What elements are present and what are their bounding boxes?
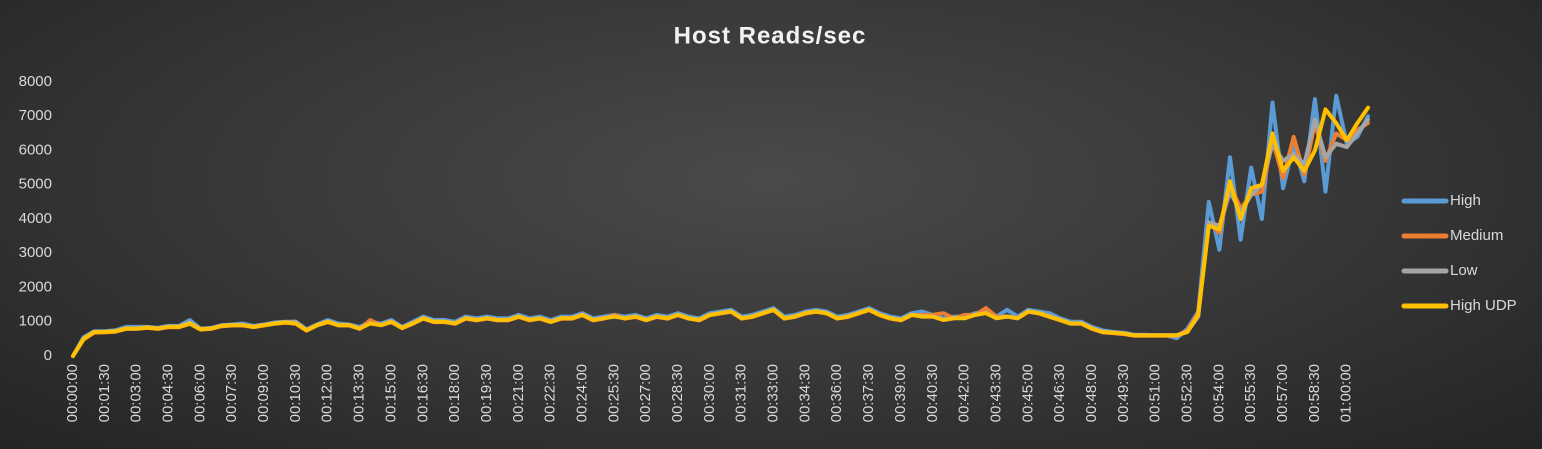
x-tick-label: 00:49:30 xyxy=(1115,364,1132,422)
x-tick-label: 00:28:30 xyxy=(669,364,686,422)
series-line xyxy=(71,121,1370,358)
x-tick-label: 00:48:00 xyxy=(1083,364,1100,422)
x-tick-label: 00:22:30 xyxy=(542,364,559,422)
y-tick-label: 8000 xyxy=(19,73,52,90)
x-tick-label: 00:15:00 xyxy=(382,364,399,422)
legend-item: High UDP xyxy=(1401,297,1517,314)
y-tick-label: 7000 xyxy=(19,107,52,124)
x-tick-label: 00:04:30 xyxy=(160,364,177,422)
legend-item: Medium xyxy=(1401,227,1503,244)
x-tick-label: 00:54:00 xyxy=(1210,364,1227,422)
x-tick-label: 00:39:00 xyxy=(892,364,909,422)
x-tick-label: 00:01:30 xyxy=(96,364,113,422)
x-tick-label: 00:43:30 xyxy=(987,364,1004,422)
y-tick-label: 5000 xyxy=(19,176,52,193)
x-tick-label: 00:00:00 xyxy=(64,364,81,422)
y-tick-label: 1000 xyxy=(19,313,52,330)
x-tick-label: 00:46:30 xyxy=(1051,364,1068,422)
y-tick-label: 3000 xyxy=(19,244,52,261)
legend-label: Low xyxy=(1450,262,1478,279)
x-tick-label: 00:34:30 xyxy=(796,364,813,422)
x-tick-label: 00:30:00 xyxy=(701,364,718,422)
series-line xyxy=(71,93,1370,358)
x-tick-label: 00:27:00 xyxy=(637,364,654,422)
x-tick-label: 00:07:30 xyxy=(223,364,240,422)
x-tick-label: 00:31:30 xyxy=(733,364,750,422)
series-line xyxy=(71,117,1370,358)
x-tick-label: 00:24:00 xyxy=(573,364,590,422)
x-tick-label: 00:19:30 xyxy=(478,364,495,422)
x-tick-label: 00:52:30 xyxy=(1179,364,1196,422)
x-tick-label: 00:33:00 xyxy=(765,364,782,422)
series-line xyxy=(71,105,1370,358)
x-tick-label: 00:57:00 xyxy=(1274,364,1291,422)
x-tick-label: 00:06:00 xyxy=(191,364,208,422)
x-tick-label: 00:40:30 xyxy=(924,364,941,422)
x-tick-label: 00:37:30 xyxy=(860,364,877,422)
x-tick-label: 00:51:00 xyxy=(1147,364,1164,422)
chart-title: Host Reads/sec xyxy=(674,22,867,49)
x-tick-label: 00:13:30 xyxy=(351,364,368,422)
legend-label: High UDP xyxy=(1450,297,1517,314)
y-tick-label: 4000 xyxy=(19,210,52,227)
x-tick-label: 00:16:30 xyxy=(414,364,431,422)
x-tick-label: 00:12:00 xyxy=(319,364,336,422)
x-tick-label: 00:10:30 xyxy=(287,364,304,422)
x-tick-label: 00:09:00 xyxy=(255,364,272,422)
x-tick-label: 00:58:30 xyxy=(1306,364,1323,422)
x-tick-label: 00:42:00 xyxy=(956,364,973,422)
y-tick-label: 0 xyxy=(44,347,52,364)
legend-label: High xyxy=(1450,192,1481,209)
x-tick-label: 00:18:00 xyxy=(446,364,463,422)
x-tick-label: 00:03:00 xyxy=(128,364,145,422)
x-tick-label: 00:25:30 xyxy=(605,364,622,422)
x-tick-label: 00:45:00 xyxy=(1019,364,1036,422)
y-tick-label: 2000 xyxy=(19,278,52,295)
legend-label: Medium xyxy=(1450,227,1503,244)
y-tick-label: 6000 xyxy=(19,141,52,158)
legend-item: High xyxy=(1401,192,1481,209)
x-tick-label: 00:21:00 xyxy=(510,364,527,422)
x-tick-label: 00:55:30 xyxy=(1242,364,1259,422)
x-tick-label: 00:36:00 xyxy=(828,364,845,422)
x-tick-label: 01:00:00 xyxy=(1338,364,1355,422)
legend-item: Low xyxy=(1401,262,1478,279)
